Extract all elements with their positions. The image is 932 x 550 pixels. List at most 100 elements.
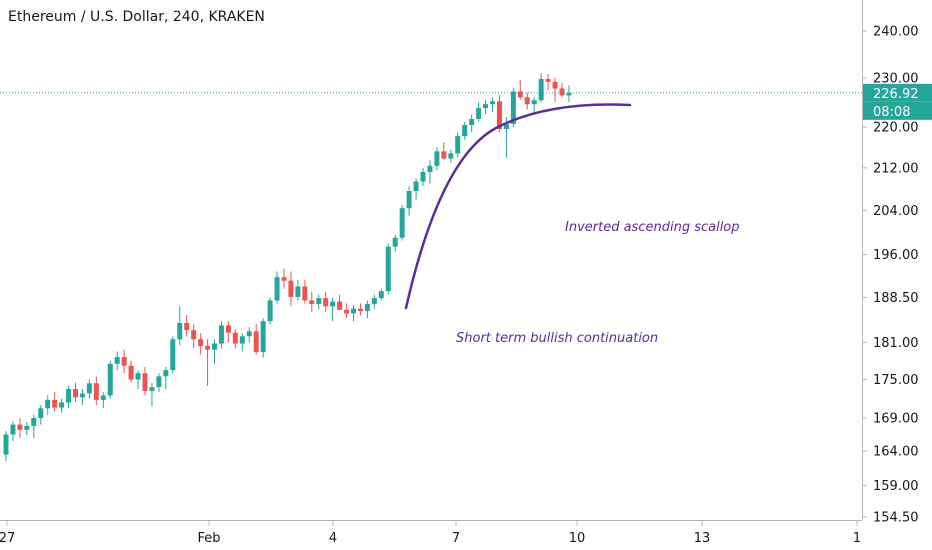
annotation-continuation[interactable]: Short term bullish continuation	[456, 331, 658, 346]
candle[interactable]	[378, 288, 384, 301]
candle[interactable]	[531, 97, 537, 115]
candle[interactable]	[357, 303, 363, 316]
candle[interactable]	[225, 321, 231, 343]
candle-body	[302, 286, 308, 301]
candle[interactable]	[59, 398, 65, 413]
candle[interactable]	[17, 418, 23, 438]
candle[interactable]	[309, 291, 315, 313]
candle[interactable]	[552, 77, 558, 103]
candle[interactable]	[364, 300, 370, 319]
x-tick-label: 27	[0, 531, 15, 546]
candle[interactable]	[295, 280, 301, 301]
candle[interactable]	[156, 373, 162, 393]
candle[interactable]	[121, 349, 127, 374]
candle[interactable]	[566, 85, 572, 103]
scallop-curve[interactable]	[404, 103, 632, 310]
candle-body	[385, 246, 391, 292]
candle[interactable]	[476, 102, 482, 123]
candle[interactable]	[184, 315, 190, 337]
candle[interactable]	[330, 297, 336, 322]
candle[interactable]	[66, 385, 72, 409]
candle[interactable]	[274, 271, 280, 304]
candle[interactable]	[3, 431, 9, 462]
candle[interactable]	[246, 327, 252, 343]
candle[interactable]	[149, 382, 155, 407]
y-tick-label: 159.00	[873, 479, 919, 494]
candle[interactable]	[406, 186, 412, 216]
time-axis[interactable]: 27 Feb 4 7 10 13 1	[0, 521, 861, 546]
candle[interactable]	[385, 243, 391, 295]
candle[interactable]	[100, 392, 106, 409]
candle[interactable]	[135, 370, 141, 390]
candle[interactable]	[302, 280, 308, 304]
candle[interactable]	[86, 379, 92, 399]
candle[interactable]	[351, 305, 356, 322]
candle[interactable]	[392, 234, 398, 252]
candle[interactable]	[45, 395, 51, 415]
candle[interactable]	[93, 376, 99, 406]
candle[interactable]	[177, 306, 183, 346]
candle[interactable]	[524, 92, 530, 110]
candle[interactable]	[163, 366, 169, 390]
candle[interactable]	[142, 366, 148, 396]
candle[interactable]	[545, 74, 551, 91]
candle[interactable]	[517, 80, 523, 100]
candle[interactable]	[420, 167, 426, 187]
candle[interactable]	[232, 328, 238, 349]
candle[interactable]	[38, 405, 44, 425]
candle[interactable]	[128, 360, 134, 383]
candle[interactable]	[218, 321, 224, 349]
candle[interactable]	[52, 392, 58, 412]
candle[interactable]	[288, 271, 294, 307]
candle[interactable]	[73, 382, 78, 402]
candle[interactable]	[170, 336, 176, 374]
candle[interactable]	[448, 149, 454, 163]
candle-body	[559, 88, 565, 96]
annotation-scallop[interactable]: Inverted ascending scallop	[565, 220, 740, 235]
candle[interactable]	[337, 294, 343, 310]
candle[interactable]	[413, 178, 419, 200]
candle[interactable]	[267, 297, 273, 325]
candle[interactable]	[427, 160, 433, 184]
candle[interactable]	[114, 351, 120, 371]
candle[interactable]	[205, 339, 211, 386]
candle[interactable]	[462, 122, 468, 140]
candle[interactable]	[198, 333, 204, 355]
candle[interactable]	[434, 147, 440, 171]
candle-body	[212, 343, 217, 350]
candle[interactable]	[490, 97, 495, 113]
candle[interactable]	[469, 114, 475, 133]
candle[interactable]	[107, 360, 113, 399]
candle[interactable]	[455, 132, 461, 158]
candle[interactable]	[260, 318, 266, 358]
candle[interactable]	[79, 389, 85, 406]
candle-body	[357, 308, 363, 312]
candle[interactable]	[253, 324, 259, 355]
candle[interactable]	[399, 204, 405, 241]
candle[interactable]	[191, 324, 197, 349]
candle[interactable]	[344, 303, 350, 319]
candle[interactable]	[212, 339, 217, 364]
candle[interactable]	[483, 99, 489, 115]
candle-body	[510, 91, 516, 125]
candle-body	[121, 357, 127, 366]
y-tick-label: 230.00	[873, 71, 919, 86]
candle[interactable]	[10, 421, 16, 442]
price-axis[interactable]: 240.00 230.00 220.00 212.00 204.00 196.00 188.…	[862, 25, 919, 526]
current-price-badges: 226.92 08:08	[863, 83, 932, 120]
candle[interactable]	[281, 268, 287, 289]
candle[interactable]	[538, 73, 544, 103]
candle[interactable]	[239, 333, 245, 352]
candle[interactable]	[316, 294, 322, 310]
candle[interactable]	[559, 82, 565, 98]
candle[interactable]	[371, 294, 377, 310]
candle[interactable]	[323, 291, 329, 313]
candle-body	[100, 395, 106, 400]
candle[interactable]	[31, 414, 37, 438]
candle-body	[323, 298, 329, 307]
candle-body	[538, 78, 544, 101]
candle[interactable]	[441, 142, 447, 161]
candle-body	[344, 309, 350, 314]
candle[interactable]	[24, 421, 30, 436]
